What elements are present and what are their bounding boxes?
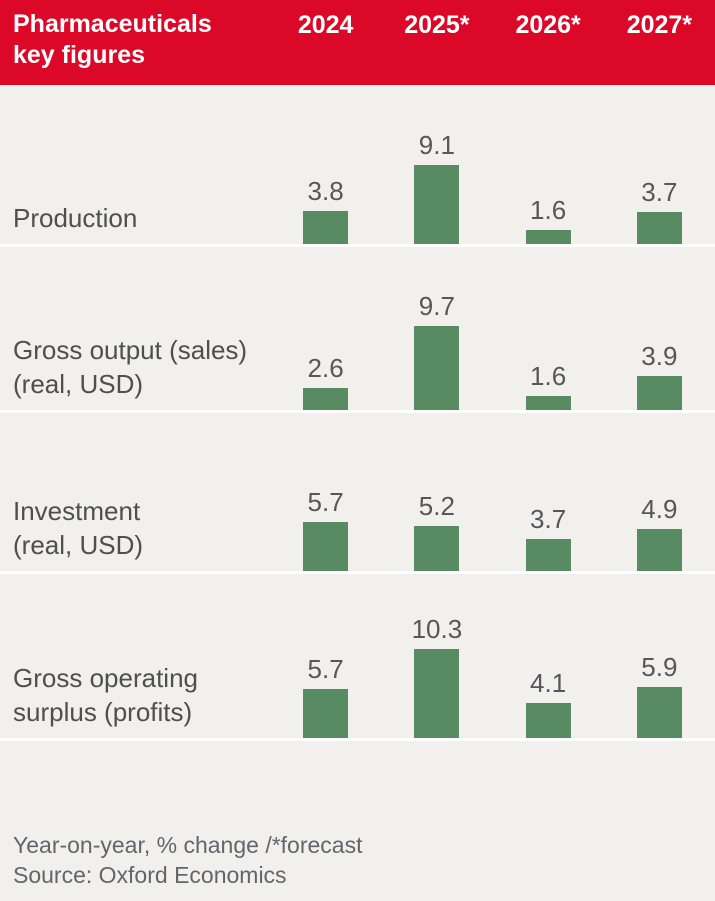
bar bbox=[303, 522, 349, 571]
bar-value-label: 10.3 bbox=[411, 614, 463, 644]
bar-cell: 4.1 bbox=[493, 668, 604, 738]
bar-value-label: 9.7 bbox=[418, 291, 455, 321]
chart-title-line2: key figures bbox=[13, 41, 146, 69]
bar-cell: 9.7 bbox=[381, 291, 492, 410]
bar bbox=[636, 376, 682, 410]
source-note: Source: Oxford Economics bbox=[13, 862, 287, 888]
bar-value-label: 2.6 bbox=[307, 353, 344, 383]
bar bbox=[414, 326, 460, 410]
bar bbox=[303, 211, 349, 244]
bar-value-label: 4.9 bbox=[641, 494, 678, 524]
footnote: Year-on-year, % change /*forecast bbox=[13, 832, 363, 858]
bar bbox=[303, 388, 349, 410]
chart-row: Gross output (sales) (real, USD) 2.6 9.7 1.… bbox=[0, 247, 715, 413]
bar bbox=[636, 212, 682, 244]
bar-value-label: 3.7 bbox=[641, 177, 678, 207]
bar-value-label: 5.7 bbox=[307, 487, 344, 517]
bar-cell: 5.7 bbox=[270, 487, 381, 571]
bar-cell: 3.7 bbox=[604, 177, 715, 244]
bar bbox=[525, 396, 571, 410]
row-label: Gross output (sales) (real, USD) bbox=[13, 335, 248, 399]
row-label: Gross operating surplus (profits) bbox=[13, 663, 198, 727]
bar-cell: 3.8 bbox=[270, 176, 381, 244]
bar-cell: 4.9 bbox=[604, 494, 715, 571]
bar-value-label: 9.1 bbox=[418, 130, 455, 160]
chart-title-line1: Pharmaceuticals bbox=[13, 10, 212, 38]
table-header: Pharmaceuticals key figures 2024 2025* 2… bbox=[0, 0, 715, 85]
bar-value-label: 5.2 bbox=[418, 491, 455, 521]
chart-footer: Year-on-year, % change /*forecast Source… bbox=[0, 741, 715, 901]
chart-body: Production 3.8 9.1 1.6 3.7 Gross output (sa… bbox=[0, 85, 715, 741]
bar-cell: 1.6 bbox=[493, 195, 604, 244]
bar-value-label: 1.6 bbox=[530, 361, 567, 391]
row-label: Investment (real, USD) bbox=[13, 496, 144, 560]
bar bbox=[303, 689, 349, 738]
bar bbox=[414, 526, 460, 571]
column-header-2026: 2026* bbox=[515, 11, 581, 39]
bar bbox=[636, 529, 682, 571]
bar bbox=[525, 539, 571, 571]
bar-value-label: 3.8 bbox=[307, 176, 344, 206]
chart-row: Production 3.8 9.1 1.6 3.7 bbox=[0, 85, 715, 247]
bar-value-label: 1.6 bbox=[530, 195, 567, 225]
row-label: Production bbox=[13, 203, 138, 233]
column-header-2027: 2027* bbox=[626, 11, 693, 39]
bar-cell: 10.3 bbox=[381, 614, 492, 738]
bar-cell: 9.1 bbox=[381, 130, 492, 244]
bar-cell: 5.7 bbox=[270, 654, 381, 738]
column-header-2024: 2024 bbox=[297, 11, 354, 39]
bar-cell: 3.7 bbox=[493, 504, 604, 571]
bar-value-label: 3.7 bbox=[530, 504, 567, 534]
bar-cell: 5.2 bbox=[381, 491, 492, 571]
bar bbox=[525, 230, 571, 244]
bar bbox=[414, 165, 460, 244]
bar bbox=[525, 703, 571, 738]
bar-value-label: 3.9 bbox=[641, 341, 678, 371]
bar-cell: 5.9 bbox=[604, 652, 715, 738]
column-header-2025: 2025* bbox=[404, 11, 470, 39]
bar-cell: 1.6 bbox=[493, 361, 604, 410]
bar-value-label: 5.7 bbox=[307, 654, 344, 684]
chart-row: Gross operating surplus (profits) 5.7 10.3… bbox=[0, 574, 715, 741]
chart-row: Investment (real, USD) 5.7 5.2 3.7 4.9 bbox=[0, 413, 715, 574]
bar bbox=[636, 687, 682, 738]
bar-cell: 3.9 bbox=[604, 341, 715, 410]
bar bbox=[414, 649, 460, 738]
bar-cell: 2.6 bbox=[270, 353, 381, 410]
bar-value-label: 4.1 bbox=[530, 668, 567, 698]
chart-title: Pharmaceuticals key figures bbox=[0, 0, 270, 85]
bar-value-label: 5.9 bbox=[641, 652, 678, 682]
